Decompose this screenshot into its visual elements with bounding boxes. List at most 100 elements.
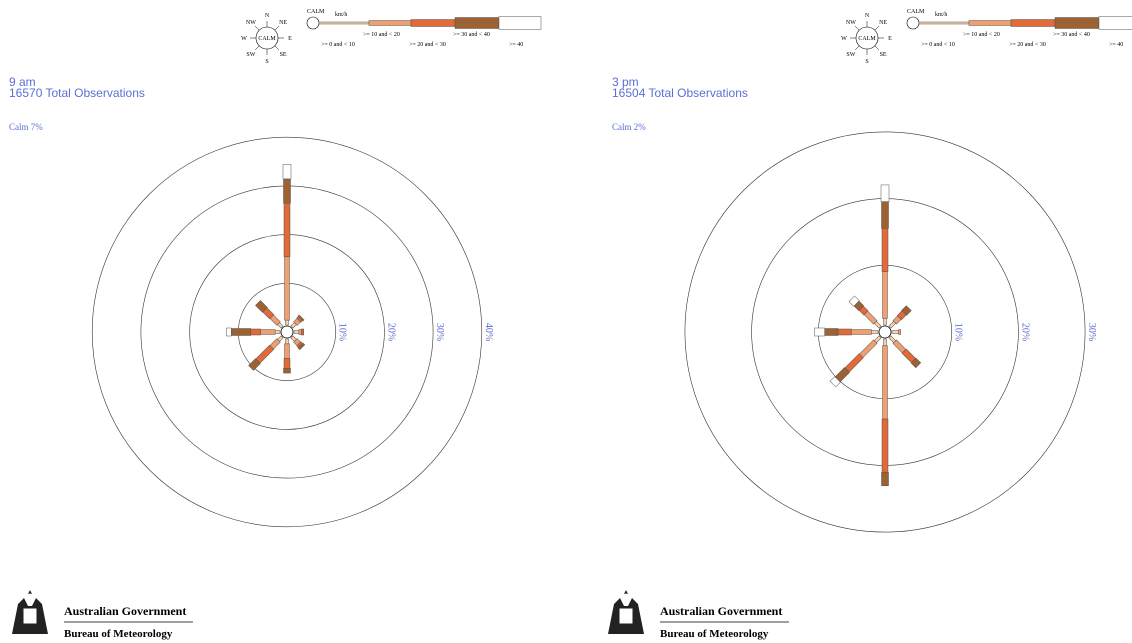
bar-S-0: [883, 338, 887, 346]
ring-label-1: 10%: [953, 323, 964, 341]
compass-label-w: W: [241, 36, 247, 42]
bar-E-2: [301, 328, 304, 336]
direction-W: [814, 327, 879, 337]
direction-SE: [888, 335, 922, 369]
legend-range-label-2: >= 20 and < 30: [409, 42, 446, 48]
bar-N-1: [882, 271, 888, 319]
bar-W-2: [250, 328, 261, 336]
bom-logo: Australian Government Bureau of Meteorolo…: [12, 590, 193, 640]
ring-label-3: 30%: [434, 323, 445, 341]
star-icon: [28, 590, 32, 594]
compass-label-se: SE: [880, 52, 887, 58]
bar-N-1: [284, 256, 290, 321]
bar-S-2: [283, 358, 291, 369]
ring-4: [91, 136, 483, 528]
chart-time-label: 3 pm: [612, 75, 639, 89]
bar-N-3: [283, 178, 291, 204]
direction-N: [282, 164, 292, 326]
legend-range-label-4: >= 40: [1109, 42, 1123, 48]
wind-rose-chart-3pm: N NE E SE S SW W NW CALM CALM km/h >= 0 and < 10 >= …: [608, 9, 1132, 640]
legend: N NE E SE S SW W NW CALM CALM km/h >= 0 and < 10 >= …: [841, 9, 1132, 65]
bar-N-3: [881, 201, 889, 229]
chart-observations-label: 16570 Total Observations: [9, 86, 145, 100]
wind-rose-panel-9am: 9 am 16570 Total Observations Calm 7% N N…: [9, 9, 542, 640]
chart-title-9am: 9 am 16570 Total Observations: [9, 75, 145, 100]
compass-label-nw: NW: [846, 20, 856, 26]
direction-S: [881, 338, 889, 486]
compass-label-ne: NE: [279, 20, 287, 26]
shield-icon: [22, 607, 38, 625]
legend-range-label-1: >= 10 and < 20: [963, 32, 1000, 38]
bar-N-0: [285, 319, 289, 326]
bar-S-1: [284, 343, 290, 359]
bar-S-2: [881, 418, 889, 473]
chart-observations-label: 16504 Total Observations: [612, 86, 748, 100]
legend-swatch-4: [1098, 16, 1132, 30]
legend-range-label-2: >= 20 and < 30: [1009, 42, 1046, 48]
bar-W-3: [824, 328, 839, 336]
legend-unit-label: km/h: [935, 12, 947, 18]
calm-percent-label: Calm 7%: [9, 122, 43, 132]
rose: 10% 20% 30% 40%: [91, 136, 494, 528]
bar-S-3: [881, 472, 889, 486]
legend-range-label-4: >= 40: [509, 42, 523, 48]
logo-line-1: Australian Government: [64, 604, 186, 618]
direction-NW: [848, 295, 882, 329]
compass-tick: [274, 25, 280, 31]
bar-SE-1: [892, 339, 907, 354]
compass-tick: [854, 25, 860, 31]
bar-N-2: [283, 203, 291, 258]
bar-E-1: [298, 329, 302, 335]
compass-tick: [874, 45, 880, 51]
bar-NE-3: [297, 314, 305, 322]
direction-SW: [248, 335, 284, 371]
legend-calm-circle: [906, 16, 920, 30]
bar-N-0: [883, 318, 887, 326]
chart-time-label: 9 am: [9, 75, 36, 89]
legend-swatch-1: [368, 20, 412, 26]
compass-label-e: E: [888, 36, 892, 42]
compass-tick: [854, 45, 860, 51]
direction-NW: [255, 300, 284, 329]
bar-S-3: [283, 367, 291, 374]
compass-label-w: W: [841, 36, 847, 42]
legend: N NE E SE S SW W NW CALM CALM km/h >= 0 and < 10 >= …: [241, 9, 542, 65]
shield-icon: [618, 607, 634, 625]
legend-swatch-4: [498, 16, 542, 30]
direction-SE: [290, 335, 306, 351]
bar-W-4: [814, 327, 825, 337]
legend-range-label-3: >= 30 and < 40: [453, 32, 490, 38]
bar-SW-4: [829, 376, 841, 388]
legend-swatch-3: [1054, 17, 1100, 29]
ring-3: [684, 131, 1086, 533]
legend-calm-label: CALM: [907, 9, 925, 15]
logo-line-2: Bureau of Meteorology: [660, 628, 769, 640]
bar-W-0: [274, 330, 281, 334]
calm-percent-label: Calm 2%: [612, 122, 646, 132]
compass-tick: [274, 45, 280, 51]
direction-W: [226, 327, 281, 337]
bar-N-4: [282, 164, 292, 180]
legend-swatch-1: [968, 20, 1012, 26]
bar-W-1: [851, 329, 872, 335]
compass-label-ne: NE: [879, 20, 887, 26]
star-icon: [624, 590, 628, 594]
direction-S: [283, 338, 291, 374]
compass-label-se: SE: [280, 52, 287, 58]
bar-N-2: [881, 228, 889, 272]
legend-swatch-0: [318, 21, 370, 25]
compass-label-s: S: [865, 59, 868, 65]
bar-NE-3: [901, 305, 912, 316]
compass-label-n: N: [265, 13, 270, 19]
calm-center-circle: [280, 325, 294, 339]
compass-label-sw: SW: [846, 52, 855, 58]
compass-label-nw: NW: [246, 20, 256, 26]
compass-center-label: CALM: [858, 36, 876, 42]
ring-label-4: 40%: [483, 323, 494, 341]
bar-E-0: [293, 330, 300, 334]
bar-SE-3: [910, 357, 922, 369]
bar-W-4: [226, 327, 232, 337]
direction-SW: [829, 335, 882, 388]
calm-center-circle: [878, 325, 892, 339]
bar-NW-1: [863, 310, 878, 325]
